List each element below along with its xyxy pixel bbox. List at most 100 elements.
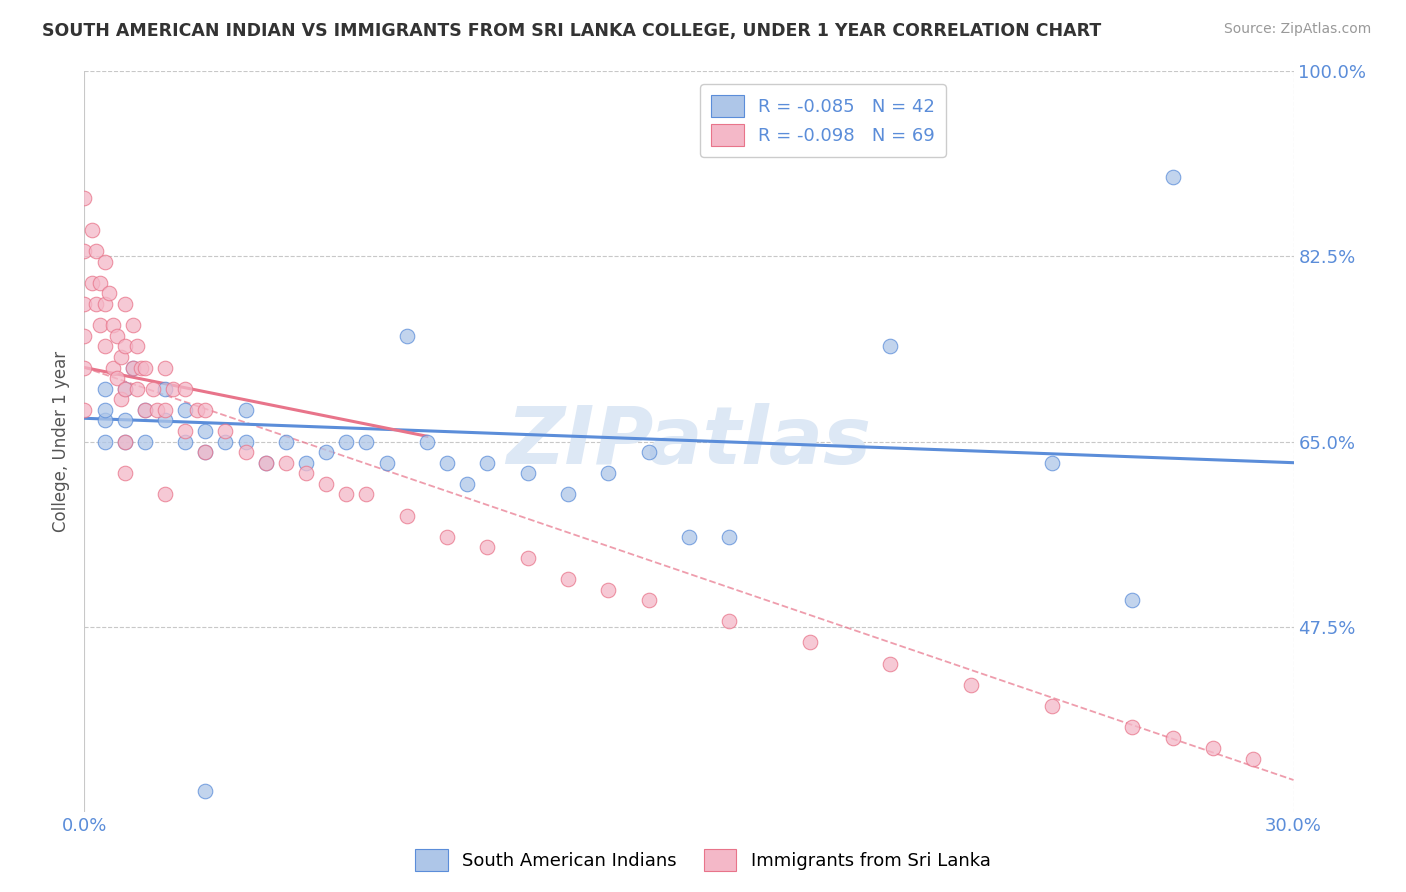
Point: [274, 434, 297, 449]
Point: [718, 615, 741, 629]
Point: [335, 434, 357, 449]
Point: [456, 476, 478, 491]
Point: [110, 350, 132, 364]
Point: [416, 434, 439, 449]
Point: [436, 530, 458, 544]
Point: [114, 382, 136, 396]
Point: [162, 382, 184, 396]
Point: [194, 445, 217, 459]
Point: [1202, 741, 1225, 756]
Point: [134, 434, 156, 449]
Point: [356, 487, 378, 501]
Point: [153, 360, 176, 375]
Point: [356, 434, 378, 449]
Point: [121, 318, 143, 333]
Point: [93, 297, 115, 311]
Point: [960, 678, 983, 692]
Point: [598, 467, 620, 481]
Point: [194, 424, 217, 438]
Point: [89, 276, 111, 290]
Point: [105, 328, 128, 343]
Point: [114, 434, 136, 449]
Point: [73, 244, 96, 259]
Point: [114, 382, 136, 396]
Point: [637, 445, 659, 459]
Point: [93, 434, 115, 449]
Point: [174, 434, 197, 449]
Point: [375, 456, 398, 470]
Point: [153, 487, 176, 501]
Point: [134, 402, 156, 417]
Point: [86, 297, 108, 311]
Point: [516, 550, 538, 565]
Point: [101, 360, 124, 375]
Point: [315, 476, 337, 491]
Point: [477, 541, 499, 555]
Point: [214, 424, 236, 438]
Point: [174, 424, 197, 438]
Legend: South American Indians, Immigrants from Sri Lanka: South American Indians, Immigrants from …: [408, 842, 998, 879]
Point: [97, 286, 120, 301]
Point: [114, 467, 136, 481]
Point: [718, 530, 741, 544]
Point: [114, 413, 136, 427]
Point: [73, 402, 96, 417]
Point: [93, 402, 115, 417]
Point: [295, 467, 318, 481]
Text: SOUTH AMERICAN INDIAN VS IMMIGRANTS FROM SRI LANKA COLLEGE, UNDER 1 YEAR CORRELA: SOUTH AMERICAN INDIAN VS IMMIGRANTS FROM…: [42, 22, 1101, 40]
Point: [73, 297, 96, 311]
Point: [73, 191, 96, 205]
Point: [557, 487, 579, 501]
Point: [153, 402, 176, 417]
Point: [274, 456, 297, 470]
Point: [1040, 456, 1063, 470]
Point: [194, 402, 217, 417]
Point: [82, 223, 104, 237]
Point: [879, 657, 901, 671]
Point: [1121, 720, 1143, 734]
Point: [315, 445, 337, 459]
Point: [114, 434, 136, 449]
Point: [235, 434, 257, 449]
Point: [1161, 731, 1184, 745]
Point: [436, 456, 458, 470]
Point: [93, 382, 115, 396]
Point: [235, 445, 257, 459]
Point: [194, 445, 217, 459]
Point: [134, 360, 156, 375]
Point: [121, 360, 143, 375]
Point: [86, 244, 108, 259]
Point: [1040, 698, 1063, 713]
Point: [637, 593, 659, 607]
Text: ZIPatlas: ZIPatlas: [506, 402, 872, 481]
Point: [1121, 593, 1143, 607]
Point: [295, 456, 318, 470]
Point: [174, 402, 197, 417]
Point: [214, 434, 236, 449]
Point: [89, 318, 111, 333]
Point: [186, 402, 208, 417]
Y-axis label: College, Under 1 year: College, Under 1 year: [52, 351, 70, 533]
Point: [101, 318, 124, 333]
Point: [678, 530, 700, 544]
Point: [82, 276, 104, 290]
Point: [799, 635, 821, 649]
Point: [129, 360, 152, 375]
Point: [598, 582, 620, 597]
Point: [395, 328, 418, 343]
Point: [254, 456, 277, 470]
Point: [125, 382, 148, 396]
Point: [125, 339, 148, 353]
Point: [235, 402, 257, 417]
Point: [93, 254, 115, 268]
Point: [516, 467, 538, 481]
Point: [73, 360, 96, 375]
Point: [146, 402, 169, 417]
Point: [557, 572, 579, 586]
Point: [110, 392, 132, 407]
Point: [395, 508, 418, 523]
Point: [134, 402, 156, 417]
Point: [1161, 170, 1184, 185]
Legend: R = -0.085   N = 42, R = -0.098   N = 69: R = -0.085 N = 42, R = -0.098 N = 69: [700, 84, 946, 157]
Point: [879, 339, 901, 353]
